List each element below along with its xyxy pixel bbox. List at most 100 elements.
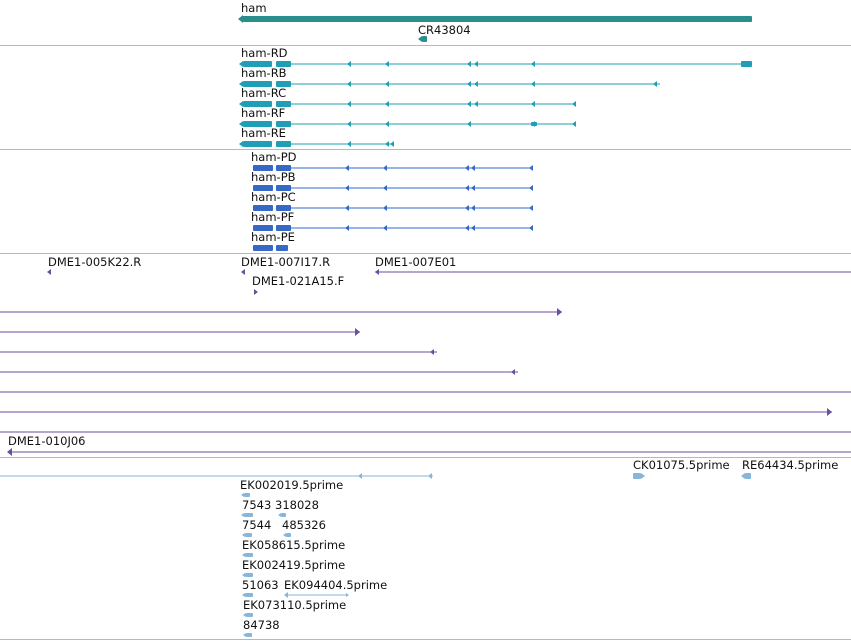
est-block-0: [244, 493, 250, 497]
cds-3-tick-2: [465, 225, 469, 231]
est-label-318028[interactable]: 318028: [275, 498, 319, 512]
est-block-2: [281, 513, 286, 517]
cds-2-tick-3: [471, 205, 475, 211]
transcript-1-tick-4: [531, 81, 535, 87]
clone-label-dme1-005k22[interactable]: DME1-005K22.R: [48, 255, 142, 269]
transcript-4-tick-2: [390, 141, 394, 147]
cds-3-tick-0: [345, 225, 349, 231]
clone-label-dme1-021a15[interactable]: DME1-021A15.F: [252, 274, 345, 288]
est-block-6: [245, 573, 253, 577]
cds-3-tick-3: [471, 225, 475, 231]
ncrna-arrow-cr43804: [418, 36, 422, 42]
cds-2-tick-1: [383, 205, 387, 211]
gene-arrow-ham: [238, 15, 243, 23]
cds-1-tick-1: [383, 185, 387, 191]
gene-label-ham[interactable]: ham: [241, 1, 267, 15]
clone-dme1-005k22-arrow: [47, 269, 51, 275]
transcript-1-exon-arrow: [239, 81, 243, 87]
cds-2-block-1: [253, 205, 273, 211]
cds-3-tick-1: [383, 225, 387, 231]
est-label-84738[interactable]: 84738: [243, 618, 280, 632]
transcript-2-tick-5: [572, 101, 576, 107]
transcript-3-exon-2: [276, 121, 291, 127]
clone-arrow-1: [355, 328, 360, 336]
est-label-ck01075[interactable]: CK01075.5prime: [633, 458, 730, 472]
clone-label-dme1-007e01[interactable]: DME1-007E01: [375, 255, 457, 269]
est-label-51063[interactable]: 51063: [242, 578, 279, 592]
clone-label-dme1-010j06[interactable]: DME1-010J06: [8, 434, 86, 448]
transcript-label-ham-rd[interactable]: ham-RD: [241, 46, 288, 60]
clone-dme1-010j06-arrow: [7, 448, 12, 456]
ncrna-bar-cr43804: [422, 36, 427, 42]
est-ek094404-arrow: [284, 592, 288, 598]
cds-1-block-1: [253, 185, 273, 191]
cds-label-ham-pf[interactable]: ham-PF: [251, 210, 295, 224]
transcript-2-exon-1: [243, 101, 272, 107]
transcript-0-tick-2: [467, 61, 471, 67]
est-label-ek002019[interactable]: EK002019.5prime: [240, 478, 344, 492]
est-label-ek058615[interactable]: EK058615.5prime: [242, 538, 346, 552]
est-label-ek073110[interactable]: EK073110.5prime: [243, 598, 347, 612]
cds-label-ham-pd[interactable]: ham-PD: [251, 150, 297, 164]
est-arrow-3: [242, 533, 245, 537]
est-label-7544[interactable]: 7544: [242, 518, 272, 532]
est-long-tick-2: [428, 473, 432, 479]
transcript-0-exon-2: [276, 61, 291, 67]
transcript-4-exon-arrow: [239, 141, 243, 147]
transcript-label-ham-rc[interactable]: ham-RC: [241, 86, 287, 100]
transcript-0-tick-1: [385, 61, 389, 67]
transcript-3-tick-4: [572, 121, 576, 127]
cds-0-tick-4: [529, 165, 533, 171]
clone-arrow-5: [827, 408, 832, 416]
cds-1-tick-3: [471, 185, 475, 191]
est-arrow-4: [283, 533, 286, 537]
cds-2-tick-2: [465, 205, 469, 211]
transcript-4-exon-1: [243, 141, 272, 147]
transcript-1-tick-0: [347, 81, 351, 87]
clone-label-dme1-007i17[interactable]: DME1-007I17.R: [241, 255, 331, 269]
est-re64434-block: [745, 473, 751, 479]
est-label-ek094404[interactable]: EK094404.5prime: [284, 578, 388, 592]
est-long-tick-1: [358, 473, 362, 479]
est-block-7: [245, 593, 253, 597]
est-arrow-0: [241, 493, 244, 497]
clone-dme1-007i17-arrow: [241, 269, 245, 275]
est-arrow-5: [242, 553, 245, 557]
transcript-4-exon-2: [276, 141, 291, 147]
cds-1-tick-2: [465, 185, 469, 191]
cds-label-ham-pb[interactable]: ham-PB: [251, 170, 296, 184]
est-label-re64434[interactable]: RE64434.5prime: [742, 458, 839, 472]
est-arrow-6: [242, 573, 245, 577]
transcript-label-ham-rb[interactable]: ham-RB: [241, 66, 287, 80]
transcript-1-exon-1: [243, 81, 272, 87]
est-label-ek002419[interactable]: EK002419.5prime: [242, 558, 346, 572]
ncrna-label-cr43804[interactable]: CR43804: [418, 23, 471, 37]
transcript-2-tick-0: [347, 101, 351, 107]
transcript-0-exon-arrow: [239, 61, 243, 67]
est-arrow-1: [241, 513, 244, 517]
cds-0-tick-1: [383, 165, 387, 171]
cds-label-ham-pc[interactable]: ham-PC: [251, 190, 296, 204]
transcript-label-ham-re[interactable]: ham-RE: [241, 126, 286, 140]
transcript-3-tick-0: [347, 121, 351, 127]
est-label-7543[interactable]: 7543: [242, 498, 272, 512]
cds-2-block-2: [276, 205, 291, 211]
cds-3-tick-4: [529, 225, 533, 231]
clone-dme1-007e01-arrow: [375, 269, 379, 275]
est-block-9: [246, 633, 252, 637]
est-label-485326[interactable]: 485326: [282, 518, 326, 532]
est-block-1: [244, 513, 253, 517]
transcript-3-exon-1: [243, 121, 272, 127]
cds-4-block-1: [253, 245, 273, 251]
cds-label-ham-pe[interactable]: ham-PE: [251, 230, 295, 244]
transcript-2-tick-2: [467, 101, 471, 107]
est-block-3: [245, 533, 252, 537]
transcript-1-exon-2: [276, 81, 291, 87]
transcript-label-ham-rf[interactable]: ham-RF: [241, 106, 286, 120]
clone-dme1-021a15-arrow: [254, 289, 258, 295]
est-arrow-7: [242, 593, 245, 597]
cds-2-tick-0: [345, 205, 349, 211]
transcript-2-tick-3: [474, 101, 478, 107]
transcript-0-exon-last: [741, 61, 752, 67]
